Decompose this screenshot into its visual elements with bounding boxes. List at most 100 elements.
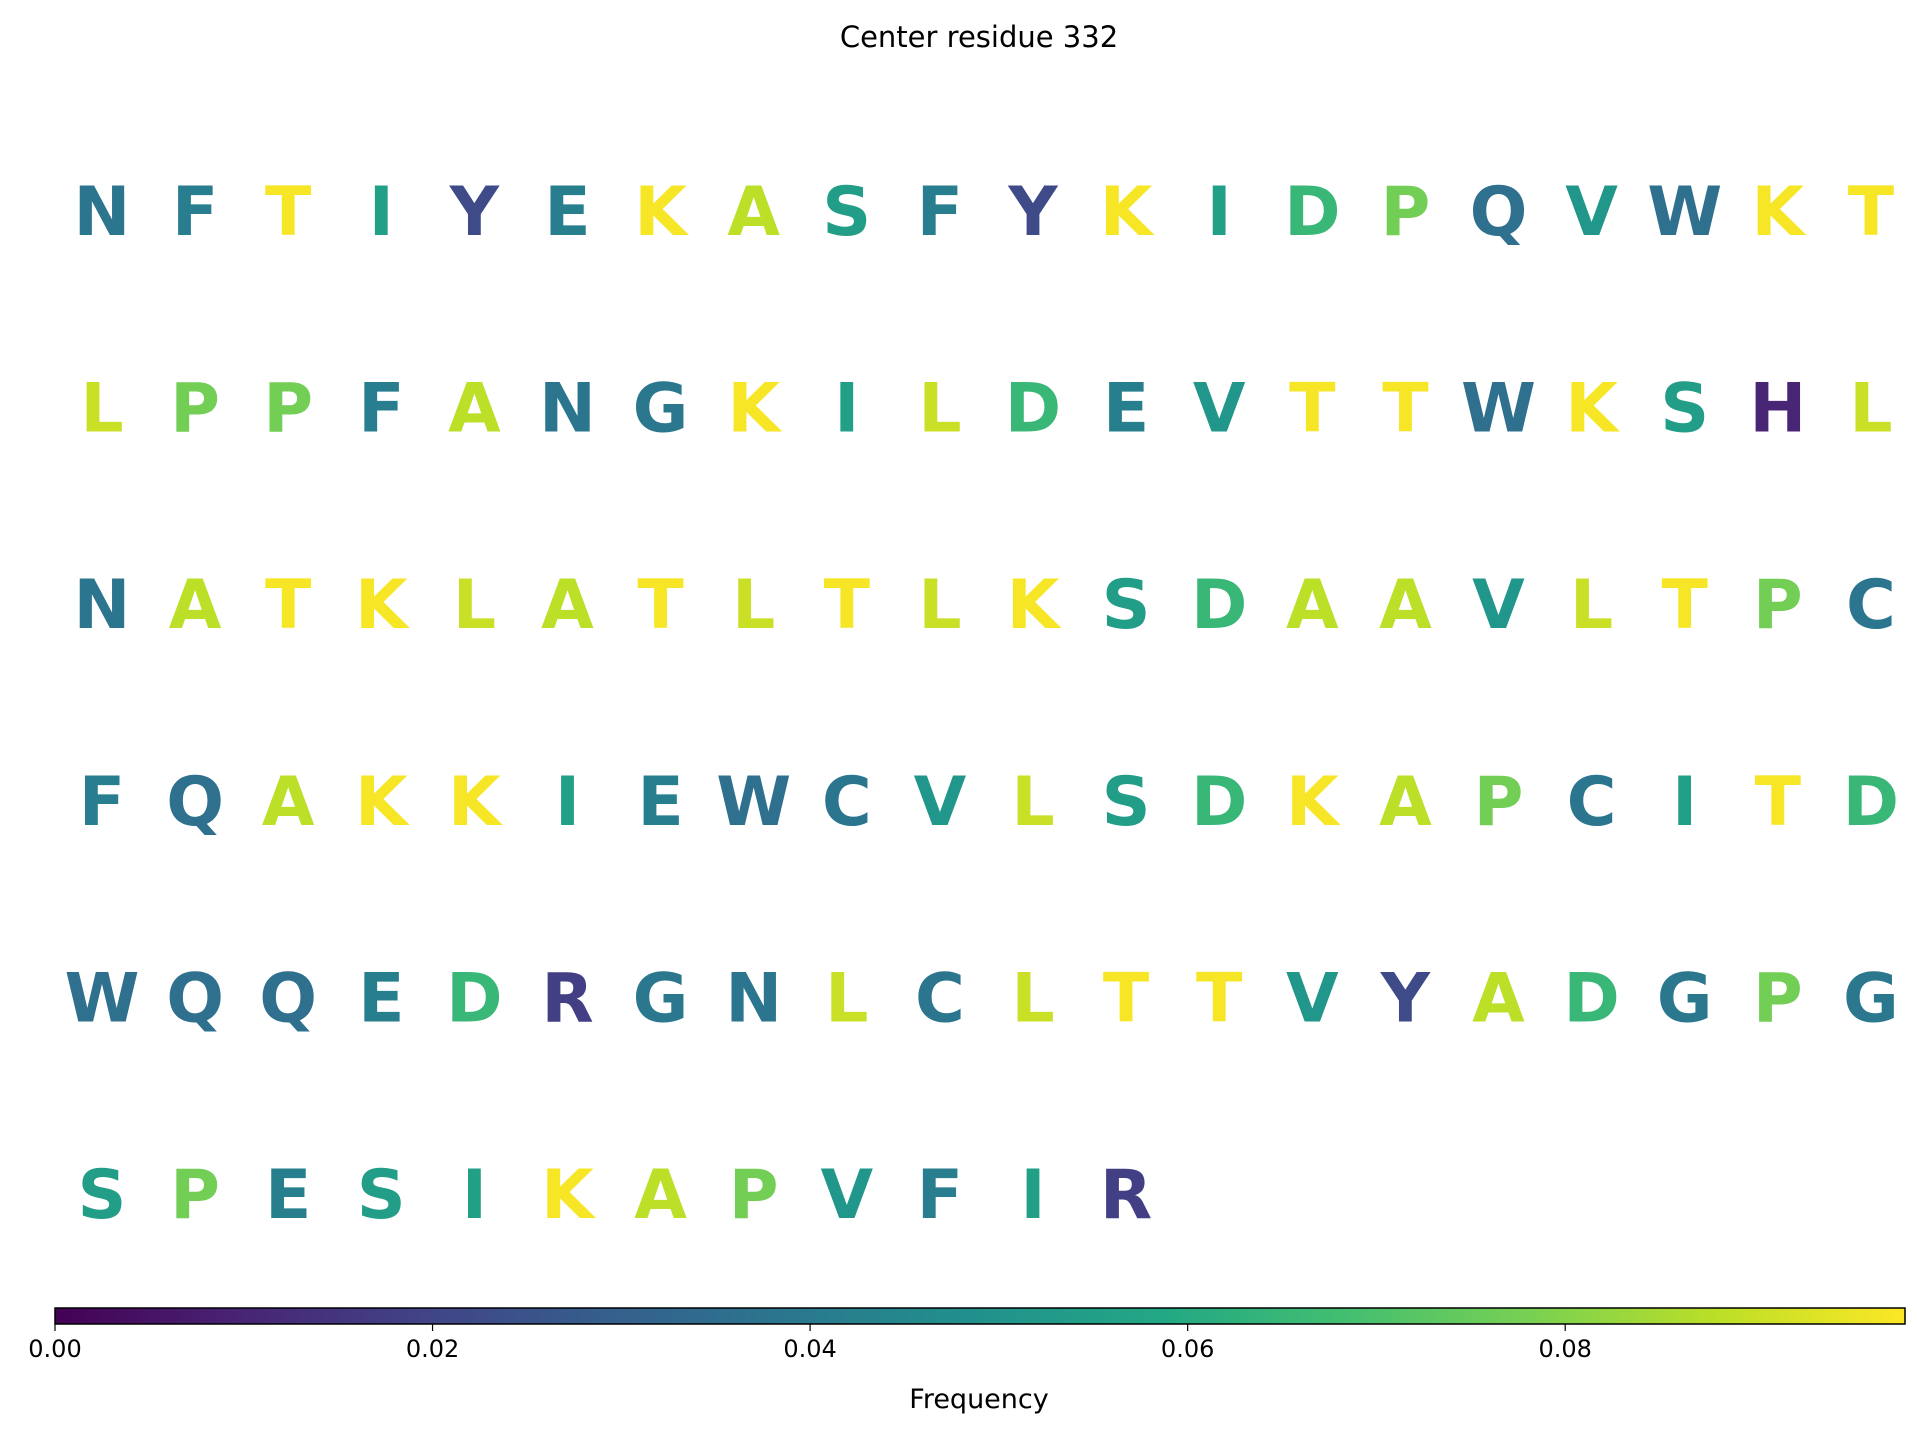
residue-letter: E xyxy=(1103,370,1149,449)
residue-letter: P xyxy=(729,1156,779,1235)
residue-letter: A xyxy=(169,566,222,645)
residue-letter: F xyxy=(172,173,218,252)
residue-letter: A xyxy=(634,1156,687,1235)
residue-letter: Q xyxy=(1470,173,1528,252)
residue-letter: G xyxy=(1657,959,1713,1038)
residue-letter: T xyxy=(1196,959,1243,1038)
residue-letter: I xyxy=(834,370,859,449)
residue-letter: D xyxy=(1284,173,1340,252)
residue-letter: K xyxy=(634,173,689,252)
residue-letter: S xyxy=(1102,763,1151,842)
residue-letter: C xyxy=(1846,566,1896,645)
residue-letter: S xyxy=(1102,566,1151,645)
residue-letter: E xyxy=(265,1156,311,1235)
residue-letter: L xyxy=(453,566,496,645)
residue-letter: A xyxy=(541,566,594,645)
residue-letter: A xyxy=(727,173,780,252)
residue-letter: K xyxy=(448,763,503,842)
residue-letter: Y xyxy=(1380,959,1431,1038)
residue-letter: N xyxy=(539,370,596,449)
residue-letter: G xyxy=(1843,959,1899,1038)
colorbar-tick-label: 0.04 xyxy=(783,1335,836,1363)
residue-letter: S xyxy=(357,1156,406,1235)
residue-letter: D xyxy=(1005,370,1061,449)
residue-grid: N F T I Y E K A S F Y K I D P Q V W K TL P P F A N G K I L D E V T T W K S H L… xyxy=(64,173,1899,1235)
residue-letter: T xyxy=(1103,959,1150,1038)
residue-letter: S xyxy=(1660,370,1709,449)
colorbar-tick-label: 0.08 xyxy=(1538,1335,1591,1363)
residue-letter: W xyxy=(1647,173,1722,252)
residue-letter: E xyxy=(544,173,590,252)
residue-letter: P xyxy=(263,370,313,449)
residue-letter: I xyxy=(1672,763,1697,842)
residue-letter: T xyxy=(1662,566,1709,645)
residue-letter: R xyxy=(541,959,593,1038)
residue-letter: I xyxy=(555,763,580,842)
residue-letter: P xyxy=(1753,959,1803,1038)
residue-letter: Q xyxy=(259,959,317,1038)
colorbar-ticks: 0.00 0.02 0.04 0.06 0.08 xyxy=(28,1324,1592,1363)
residue-letter: T xyxy=(265,173,312,252)
residue-letter: V xyxy=(1472,566,1525,645)
residue-letter: G xyxy=(633,370,689,449)
residue-letter: Q xyxy=(166,763,224,842)
residue-letter: T xyxy=(1755,763,1802,842)
residue-letter: K xyxy=(1007,566,1062,645)
residue-letter: S xyxy=(78,1156,127,1235)
residue-letter: K xyxy=(541,1156,596,1235)
residue-letter: D xyxy=(446,959,502,1038)
residue-letter: D xyxy=(1191,763,1247,842)
residue-letter: E xyxy=(637,763,683,842)
residue-letter: D xyxy=(1563,959,1619,1038)
residue-letter: P xyxy=(170,1156,220,1235)
residue-letter: D xyxy=(1191,566,1247,645)
residue-letter: Y xyxy=(1007,173,1058,252)
residue-letter: C xyxy=(1567,763,1617,842)
residue-letter: H xyxy=(1749,370,1806,449)
residue-letter: C xyxy=(915,959,965,1038)
residue-letter: N xyxy=(74,173,131,252)
residue-letter: Y xyxy=(449,173,500,252)
residue-letter: A xyxy=(1286,566,1339,645)
residue-letter: W xyxy=(1461,370,1536,449)
residue-letter: A xyxy=(1379,763,1432,842)
residue-letter: K xyxy=(355,566,410,645)
colorbar: 0.00 0.02 0.04 0.06 0.08 Frequency xyxy=(28,1307,1906,1415)
residue-letter: K xyxy=(1100,173,1155,252)
residue-letter: F xyxy=(79,763,125,842)
residue-letter: P xyxy=(1380,173,1430,252)
residue-letter: F xyxy=(917,173,963,252)
colorbar-tick-label: 0.06 xyxy=(1161,1335,1214,1363)
residue-letter: P xyxy=(1474,763,1524,842)
residue-letter: W xyxy=(716,763,791,842)
colorbar-gradient xyxy=(55,1308,1905,1324)
residue-letter: D xyxy=(1843,763,1899,842)
residue-letter: T xyxy=(265,566,312,645)
residue-letter: P xyxy=(170,370,220,449)
colorbar-tick-label: 0.00 xyxy=(28,1335,81,1363)
residue-letter: L xyxy=(1570,566,1613,645)
residue-letter: A xyxy=(262,763,315,842)
residue-letter: I xyxy=(462,1156,487,1235)
residue-letter: V xyxy=(1286,959,1339,1038)
residue-letter: T xyxy=(637,566,684,645)
residue-letter: L xyxy=(732,566,775,645)
residue-letter: R xyxy=(1100,1156,1152,1235)
colorbar-label: Frequency xyxy=(909,1384,1049,1415)
residue-letter: I xyxy=(1207,173,1232,252)
residue-letter: F xyxy=(358,370,404,449)
residue-letter: K xyxy=(1751,173,1806,252)
colorbar-frame xyxy=(54,1307,1906,1325)
residue-letter: N xyxy=(725,959,782,1038)
residue-letter: A xyxy=(1379,566,1432,645)
residue-letter: K xyxy=(727,370,782,449)
residue-letter: Q xyxy=(166,959,224,1038)
residue-letter: L xyxy=(1011,763,1054,842)
residue-letter: N xyxy=(74,566,131,645)
residue-letter: A xyxy=(1472,959,1525,1038)
residue-letter: L xyxy=(80,370,123,449)
residue-letter: P xyxy=(1753,566,1803,645)
colorbar-tick-label: 0.02 xyxy=(406,1335,459,1363)
residue-letter: T xyxy=(1289,370,1336,449)
residue-letter: L xyxy=(918,370,961,449)
